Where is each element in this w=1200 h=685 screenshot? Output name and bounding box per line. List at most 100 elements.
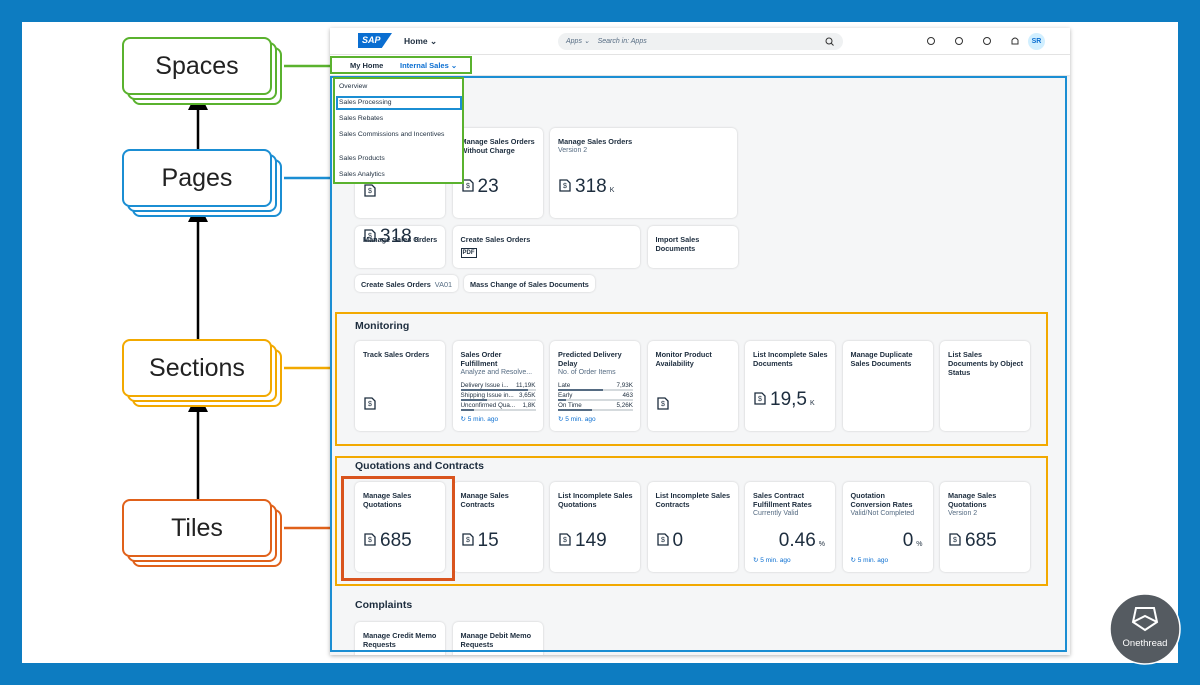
row-value: 11,19K <box>516 382 536 389</box>
tile[interactable]: Import Sales Documents <box>647 226 738 268</box>
row-label: On Time <box>558 402 582 409</box>
tile[interactable]: Manage Debit Memo Requests <box>452 622 543 655</box>
tile[interactable]: Manage Sales Orders Version 2 $318 K <box>550 128 737 218</box>
link-tile[interactable]: Create Sales Orders VA01 <box>355 275 459 292</box>
pages-menu: Overview Sales Processing Sales Rebates Sal… <box>333 77 464 184</box>
tile[interactable]: Sales Order Fulfillment Analyze and Resol… <box>452 341 543 431</box>
tile-kpi: $685 <box>948 530 997 552</box>
home-label: Home <box>404 36 428 46</box>
tile[interactable]: Manage Sales Quotations Version 2 $685 <box>940 482 1030 572</box>
section-title: Quotations and Contracts <box>355 460 484 472</box>
tile-icon: $ <box>754 392 766 405</box>
tile[interactable]: List Incomplete Sales Quotations $149 <box>550 482 640 572</box>
tile[interactable]: List Incomplete Sales Contracts $0 <box>647 482 738 572</box>
search[interactable]: Apps ⌄ Search in: Apps <box>558 33 843 50</box>
kpi-unit: % <box>818 541 825 548</box>
tile-icon: $ <box>656 533 669 546</box>
tile-title: List Incomplete Sales Quotations <box>558 491 633 509</box>
footer-text: 5 min. ago <box>565 416 596 423</box>
diagram-label: Pages <box>122 149 272 207</box>
kpi-value: 0 <box>902 530 914 551</box>
tile-footer: ↻ 5 min. ago <box>753 556 791 564</box>
tile-kpi: $149 <box>558 530 607 552</box>
page-item[interactable]: Sales Processing <box>339 99 392 106</box>
tile[interactable]: Manage Sales Orders Without Charge $23 <box>452 128 543 218</box>
tile-title: Manage Sales Contracts <box>460 491 509 509</box>
tile[interactable]: Quotation Conversion Rates Valid/Not Comp… <box>842 482 933 572</box>
tile-icon-wrap: $ <box>656 395 673 415</box>
tile-title: Manage Sales Quotations <box>948 491 997 509</box>
space-tab-label: Internal Sales <box>400 61 449 70</box>
kpi-value: 149 <box>575 530 607 551</box>
tile-icon: $ <box>364 397 376 410</box>
section-highlight <box>335 312 1048 446</box>
tile-header: Manage Duplicate Sales Documents <box>851 350 926 368</box>
tile-icon: $ <box>656 397 669 410</box>
diagram-label: Spaces <box>122 37 272 95</box>
tile[interactable]: Manage Duplicate Sales Documents <box>842 341 933 431</box>
tile-title: List Incomplete Sales Contracts <box>655 491 731 509</box>
tile[interactable]: List Incomplete Sales Documents $19,5 K <box>745 341 835 431</box>
tile-header: Create Sales Orders <box>461 235 633 244</box>
tile-header: List Incomplete Sales Documents <box>753 350 828 368</box>
tile[interactable]: Predicted Delivery Delay No. of Order Ite… <box>550 341 640 431</box>
icon[interactable] <box>927 37 935 45</box>
link-tile[interactable]: Mass Change of Sales Documents <box>464 275 595 292</box>
selected-page <box>336 96 462 110</box>
link-text: Create Sales Orders <box>361 280 431 289</box>
tile-kpi: 0.46% <box>779 530 825 552</box>
space-tab[interactable]: Internal Sales ⌄ <box>400 61 458 70</box>
avatar[interactable]: SR <box>1028 33 1045 50</box>
page-item[interactable]: Sales Products <box>339 155 385 162</box>
tile-title: Manage Sales Orders <box>558 137 633 146</box>
icon[interactable] <box>983 37 991 45</box>
footer-text: 5 min. ago <box>760 557 791 564</box>
tile-title: Sales Contract Fulfillment Rates <box>753 491 812 509</box>
spaces-highlight <box>330 56 472 74</box>
tile[interactable]: List Sales Documents by Object Status <box>940 341 1030 431</box>
mini-bar <box>558 409 633 411</box>
row-value: 5,26K <box>616 402 633 409</box>
tile-header: Manage Debit Memo Requests <box>461 631 536 649</box>
tile[interactable]: Sales Contract Fulfillment Rates Currentl… <box>745 482 835 572</box>
kpi-value: 318 <box>575 176 607 197</box>
svg-text:$: $ <box>953 537 957 544</box>
svg-text:$: $ <box>368 537 372 544</box>
icon[interactable] <box>1011 37 1019 45</box>
tile[interactable]: Monitor Product Availability $ <box>647 341 738 431</box>
home-menu[interactable]: Home ⌄ <box>404 36 438 46</box>
page-item[interactable]: Overview <box>339 83 368 90</box>
row-value: 463 <box>622 392 633 399</box>
tile[interactable]: Manage Sales Contracts $15 <box>452 482 543 572</box>
tile-title: List Sales Documents by Object Status <box>948 350 1024 377</box>
mini-bar <box>460 409 536 411</box>
tile-header: Import Sales Documents <box>656 235 731 253</box>
tile-header: Manage Sales Quotations Version 2 <box>948 491 1023 518</box>
tile[interactable]: Manage Credit Memo Requests <box>355 622 445 655</box>
tile-subtitle: Analyze and Resolve... <box>460 369 533 376</box>
icon[interactable] <box>955 37 963 45</box>
tile[interactable]: Create Sales Orders PDF <box>452 226 640 268</box>
shell-icons <box>927 37 1019 45</box>
diagram-label: Sections <box>122 339 272 397</box>
mini-bar <box>558 399 633 401</box>
logo[interactable]: SAP <box>358 33 392 48</box>
tile-subtitle: Currently Valid <box>753 510 799 517</box>
page-item[interactable]: Sales Rebates <box>339 115 384 122</box>
kpi-value: 685 <box>965 530 997 551</box>
row-label: Late <box>558 382 571 389</box>
tile-title: Track Sales Orders <box>363 350 430 359</box>
tile-icon: $ <box>559 179 571 192</box>
tile-title: Manage Sales Orders Without Charge <box>460 137 535 155</box>
tile[interactable]: Manage Sales Orders $318 K <box>355 226 445 268</box>
space-tab[interactable]: My Home <box>350 61 384 70</box>
page-item[interactable]: Sales Commissions and Incentives <box>339 131 445 138</box>
tile-header: Manage Sales Orders Without Charge <box>461 137 536 155</box>
mini-bar-fill <box>558 399 566 401</box>
tile-title: Manage Debit Memo Requests <box>460 631 532 649</box>
page-item[interactable]: Sales Analytics <box>339 171 385 178</box>
tile[interactable]: Manage Sales Quotations $685 <box>355 482 445 572</box>
tile[interactable]: Track Sales Orders $ <box>355 341 445 431</box>
row-label: Early <box>558 392 573 399</box>
row-label: Shipping Issue in... <box>460 392 514 399</box>
